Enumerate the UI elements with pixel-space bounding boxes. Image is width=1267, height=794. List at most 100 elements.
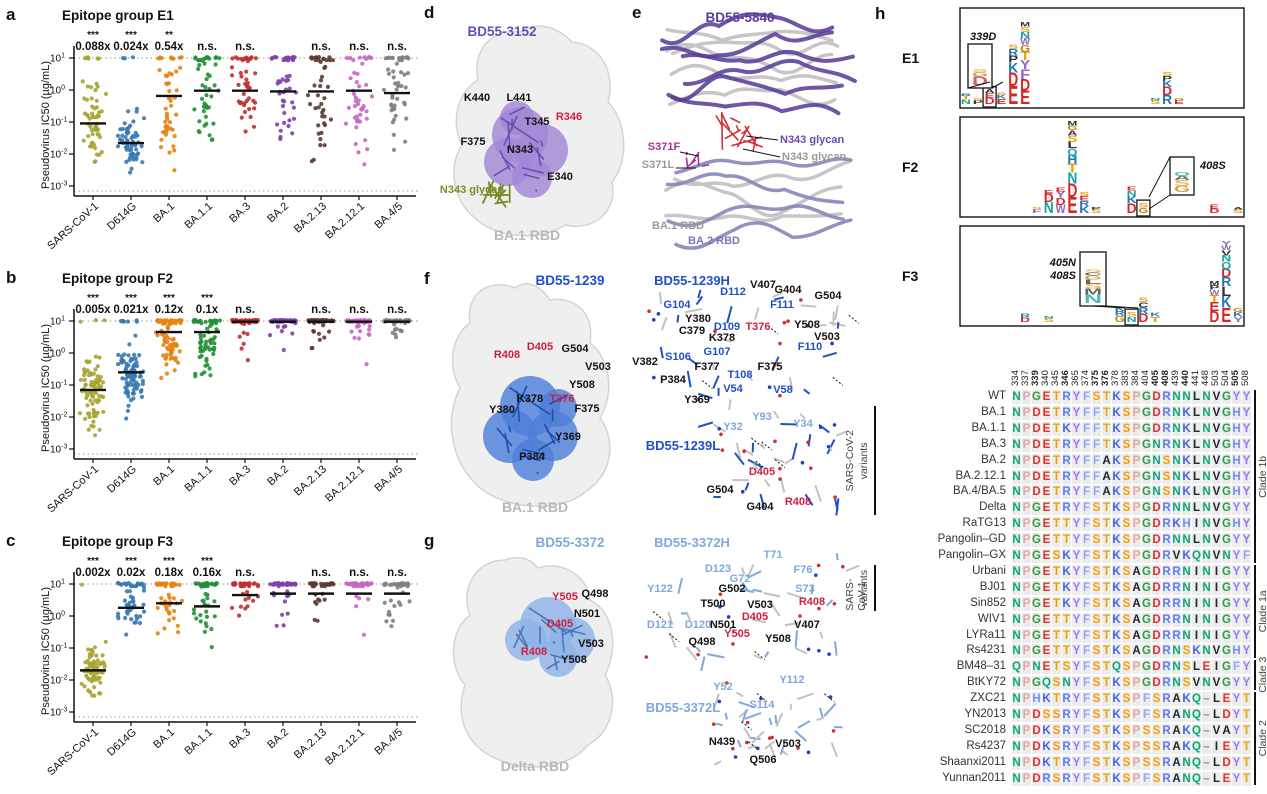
alignment-cell: G — [1142, 613, 1151, 627]
alignment-cell: N — [1202, 597, 1211, 611]
alignment-cell: T — [1102, 581, 1111, 595]
alignment-cell: S — [1152, 740, 1161, 754]
alignment-cell: Y — [1072, 772, 1081, 786]
alignment-cell: P — [1132, 660, 1141, 674]
scatter-points-BA.1.1 — [192, 318, 222, 378]
alignment-cell: D — [1152, 660, 1161, 674]
x-category-label: BA.1 — [151, 463, 177, 488]
clade-label: Clade 1b — [1257, 390, 1267, 563]
alignment-cell: F — [1082, 438, 1091, 452]
alignment-cell: S — [1092, 756, 1101, 770]
clade-label: Clade 2 — [1257, 692, 1267, 785]
line — [745, 713, 761, 719]
alignment-cell: D — [1222, 756, 1231, 770]
alignment-cell: Y — [1242, 533, 1251, 547]
x-category-label: BA.1 — [151, 726, 177, 751]
clade-bracket — [1254, 692, 1256, 785]
alignment-cell: R — [1162, 597, 1171, 611]
alignment-cell: S — [1052, 708, 1061, 722]
x-category-label: BA.2.12.1 — [323, 463, 367, 504]
alignment-cell: N — [1202, 533, 1211, 547]
alignment-cell: G — [1222, 501, 1231, 515]
residue-label: K440 — [464, 92, 490, 104]
alignment-cell: I — [1192, 613, 1201, 627]
alignment-cell: D — [1032, 772, 1041, 786]
x-category-label: BA.2 — [265, 463, 291, 488]
fold-change-label: n.s. — [235, 41, 255, 53]
alignment-cell: F — [1092, 454, 1101, 468]
alignment-cell: S — [1092, 629, 1101, 643]
alignment-cell: T — [1052, 485, 1061, 499]
line — [744, 727, 751, 738]
magnifier-letter: S — [1084, 269, 1102, 274]
alignment-cell: T — [1062, 533, 1071, 547]
y-tick-label: 10-2 — [50, 675, 67, 687]
scatter-points-BA.2 — [268, 581, 297, 628]
alignment-cell: P — [1022, 470, 1031, 484]
alignment-cell: F — [1082, 454, 1091, 468]
alignment-cell: E — [1042, 517, 1051, 531]
alignment-cell: N — [1012, 724, 1021, 738]
alignment-cell: F — [1082, 756, 1091, 770]
alignment-cell: S — [1142, 740, 1151, 754]
alignment-cell: N — [1012, 565, 1021, 579]
y-tick-label: 10-1 — [50, 380, 67, 392]
alignment-cell: F — [1082, 708, 1091, 722]
alignment-cell: H — [1232, 517, 1241, 531]
alignment-cell: S — [1122, 629, 1131, 643]
alignment-cell: R — [1162, 406, 1171, 420]
y-tick-label: 100 — [50, 348, 65, 360]
logo-letter: S — [1138, 203, 1150, 210]
alignment-cell: V — [1212, 438, 1221, 452]
alignment-cell: P — [1132, 422, 1141, 436]
alignment-cell: L — [1212, 708, 1221, 722]
alignment-cell: P — [1022, 406, 1031, 420]
line — [698, 154, 699, 167]
alignment-cell: Y — [1242, 438, 1251, 452]
logo-letter: E — [1044, 190, 1056, 196]
alignment-row-name: Yunnan2011 — [880, 772, 1006, 784]
alignment-cell: P — [1022, 565, 1031, 579]
alignment-cell: N — [1202, 613, 1211, 627]
alignment-cell: T — [1052, 517, 1061, 531]
alignment-cell: P — [1132, 406, 1141, 420]
alignment-cell: A — [1172, 692, 1181, 706]
alignment-cell: D — [1032, 485, 1041, 499]
alignment-cell: T — [1052, 438, 1061, 452]
alignment-cell: L — [1212, 692, 1221, 706]
residue-label: N501 — [574, 608, 600, 620]
alignment-cell: – — [1202, 740, 1211, 754]
alignment-cell: S — [1122, 565, 1131, 579]
line — [769, 718, 771, 725]
y-tick-label: 101 — [50, 53, 65, 65]
alignment-cell: N — [1012, 517, 1021, 531]
alignment-row-name: Pangolin–GD — [880, 533, 1006, 545]
alignment-cell: – — [1202, 756, 1211, 770]
alignment-row-name: BA.4/BA.5 — [880, 485, 1006, 497]
x-category-label: BA.2.12.1 — [323, 200, 367, 241]
line — [804, 389, 810, 394]
alignment-cell: Y — [1072, 724, 1081, 738]
alignment-cell: N — [1012, 454, 1021, 468]
alignment-cell: D — [1152, 613, 1161, 627]
alignment-cell: T — [1062, 629, 1071, 643]
alignment-cell: P — [1022, 644, 1031, 658]
alignment-cell: Y — [1072, 629, 1081, 643]
scatter-points-BA.2.13 — [308, 581, 336, 623]
scatter-points-D614G — [116, 318, 145, 420]
alignment-cell: Y — [1242, 485, 1251, 499]
alignment-cell: L — [1212, 772, 1221, 786]
residue-label: Y508 — [765, 633, 791, 645]
line — [809, 434, 811, 446]
alignment-cell: V — [1192, 676, 1201, 690]
alignment-cell: S — [1092, 501, 1101, 515]
alignment-cell: F — [1082, 629, 1091, 643]
alignment-cell: T — [1062, 517, 1071, 531]
alignment-cell: G — [1142, 517, 1151, 531]
alignment-cell: V — [1212, 724, 1221, 738]
alignment-cell: P — [1022, 517, 1031, 531]
alignment-cell: K — [1062, 565, 1071, 579]
fold-change-label: 0.005x — [75, 304, 111, 316]
alignment-cell: K — [1042, 740, 1051, 754]
sig-stars: *** — [125, 556, 137, 567]
